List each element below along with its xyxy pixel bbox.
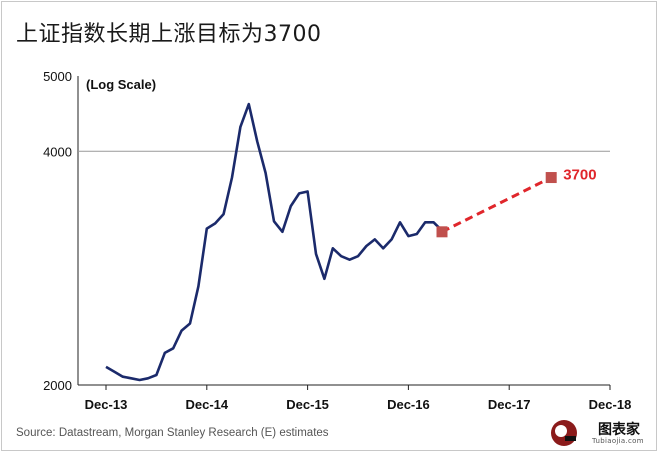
forecast-start-marker [436,226,448,238]
y-tick-label: 5000 [43,69,72,84]
y-tick-label: 2000 [43,378,72,393]
forecast-line [441,176,552,234]
x-tick-label: Dec-18 [589,397,632,412]
forecast-target-label: 3700 [563,167,596,184]
log-scale-note: (Log Scale) [86,77,156,92]
watermark-logo [551,420,577,446]
y-tick-label: 4000 [43,144,72,159]
watermark-subtext: Tubiaojia.com [592,437,644,445]
watermark-text: 图表家 [598,422,640,438]
line-chart: 2000 4000 5000 Dec-13 Dec-14 Dec-15 Dec-16 Dec… [43,69,632,412]
source-note: Source: Datastream, Morgan Stanley Resea… [16,427,329,439]
forecast-end-marker [545,172,557,184]
index-history-line [105,102,443,382]
x-tick-label: Dec-13 [85,397,128,412]
x-tick-label: Dec-15 [286,397,329,412]
chart-title: 上证指数长期上涨目标为3700 [16,22,322,47]
x-tick-label: Dec-17 [488,397,531,412]
x-tick-label: Dec-16 [387,397,430,412]
x-tick-label: Dec-14 [185,397,228,412]
